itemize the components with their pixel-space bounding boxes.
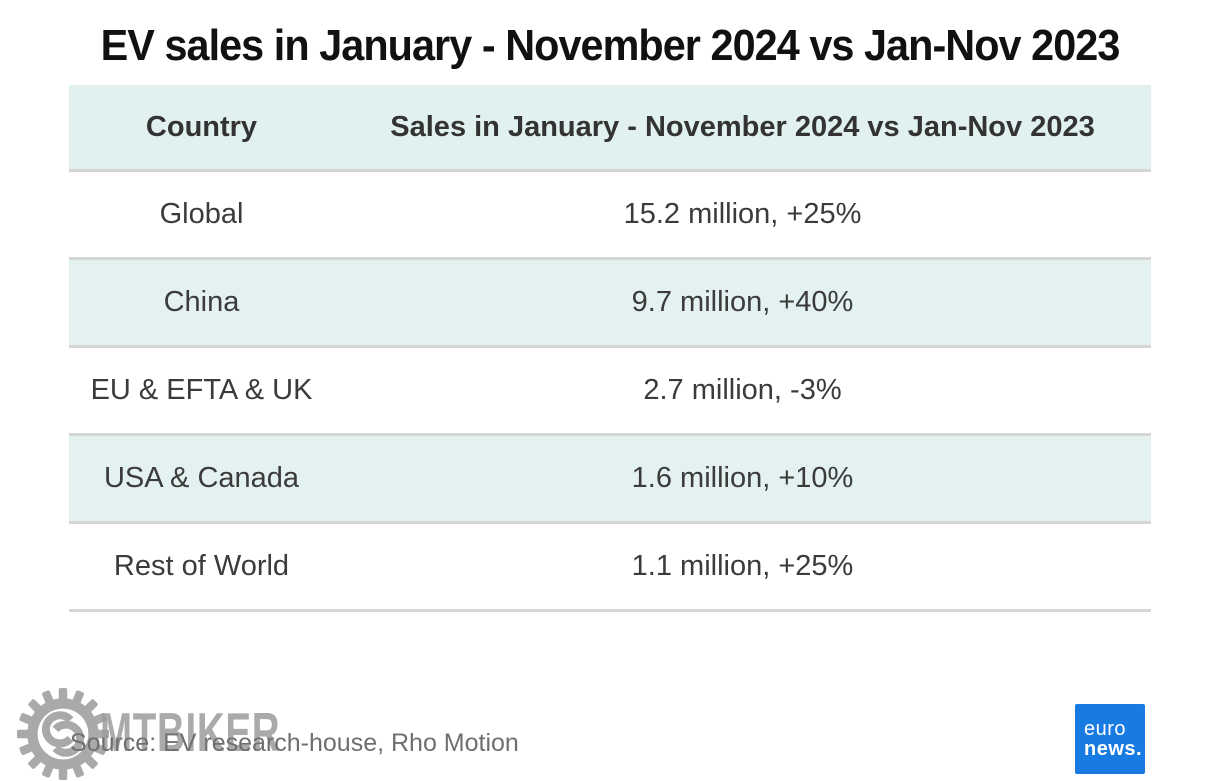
chart-title: EV sales in January - November 2024 vs J…: [100, 21, 1121, 70]
country-cell: Global: [159, 198, 244, 230]
row-divider: [69, 521, 1151, 524]
table-header-row: Country Sales in January - November 2024…: [69, 85, 1151, 169]
source-text: Source: EV research-house, Rho Motion: [70, 729, 519, 757]
euronews-logo-text-bottom: news.: [1084, 737, 1143, 760]
row-divider: [69, 433, 1151, 436]
table-row: Rest of World 1.1 million, +25%: [69, 524, 1151, 609]
infographic: EV sales in January - November 2024 vs J…: [0, 20, 1220, 781]
table-row: Global 15.2 million, +25%: [69, 172, 1151, 257]
column-header-sales: Sales in January - November 2024 vs Jan-…: [390, 110, 1095, 143]
country-cell: China: [163, 286, 240, 318]
row-divider: [69, 609, 1151, 612]
watermark-text: MTBIKER: [100, 701, 281, 763]
row-divider: [69, 345, 1151, 348]
sales-cell: 1.1 million, +25%: [631, 550, 854, 582]
euronews-logo-text-top: euro: [1084, 717, 1127, 740]
country-cell: Rest of World: [113, 550, 290, 582]
table-row: USA & Canada 1.6 million, +10%: [69, 436, 1151, 521]
sales-cell: 1.6 million, +10%: [631, 462, 854, 494]
country-cell: EU & EFTA & UK: [90, 374, 313, 406]
sales-cell: 9.7 million, +40%: [631, 286, 854, 318]
sales-cell: 15.2 million, +25%: [623, 198, 862, 230]
table-row: EU & EFTA & UK 2.7 million, -3%: [69, 348, 1151, 433]
table-row: China 9.7 million, +40%: [69, 260, 1151, 345]
sales-cell: 2.7 million, -3%: [643, 374, 842, 406]
ev-sales-table: Country Sales in January - November 2024…: [69, 85, 1151, 612]
row-divider: [69, 169, 1151, 172]
euronews-logo: euro news.: [1075, 704, 1145, 774]
country-cell: USA & Canada: [103, 462, 300, 494]
row-divider: [69, 257, 1151, 260]
column-header-country: Country: [145, 110, 258, 143]
